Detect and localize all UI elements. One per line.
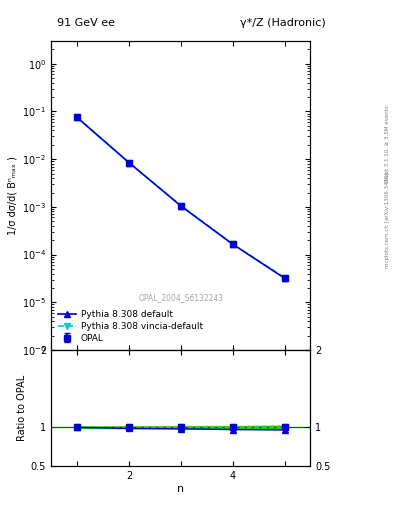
Line: Pythia 8.308 default: Pythia 8.308 default — [73, 114, 288, 282]
Pythia 8.308 default — [75, 114, 79, 120]
Text: Rivet 3.1.10, ≥ 3.5M events: Rivet 3.1.10, ≥ 3.5M events — [385, 105, 389, 182]
Text: OPAL_2004_S6132243: OPAL_2004_S6132243 — [138, 293, 223, 302]
Pythia 8.308 default — [127, 159, 131, 165]
Pythia 8.308 vincia-default — [75, 114, 79, 120]
Pythia 8.308 default — [230, 241, 235, 247]
Y-axis label: Ratio to OPAL: Ratio to OPAL — [17, 375, 27, 441]
Legend: Pythia 8.308 default, Pythia 8.308 vincia-default, OPAL: Pythia 8.308 default, Pythia 8.308 vinci… — [55, 308, 206, 346]
Text: γ*/Z (Hadronic): γ*/Z (Hadronic) — [240, 18, 326, 28]
Pythia 8.308 vincia-default — [127, 159, 131, 165]
Pythia 8.308 vincia-default — [230, 241, 235, 247]
Pythia 8.308 default — [282, 275, 287, 281]
Pythia 8.308 vincia-default — [282, 274, 287, 281]
Text: mcplots.cern.ch [arXiv:1306.3436]: mcplots.cern.ch [arXiv:1306.3436] — [385, 173, 389, 268]
Y-axis label: 1/σ dσ/d( Bⁿₘₐₓ ): 1/σ dσ/d( Bⁿₘₐₓ ) — [8, 156, 18, 235]
Text: 91 GeV ee: 91 GeV ee — [57, 18, 116, 28]
Line: Pythia 8.308 vincia-default: Pythia 8.308 vincia-default — [73, 114, 288, 281]
X-axis label: n: n — [177, 483, 184, 494]
Pythia 8.308 default — [178, 203, 183, 209]
Pythia 8.308 vincia-default — [178, 203, 183, 209]
